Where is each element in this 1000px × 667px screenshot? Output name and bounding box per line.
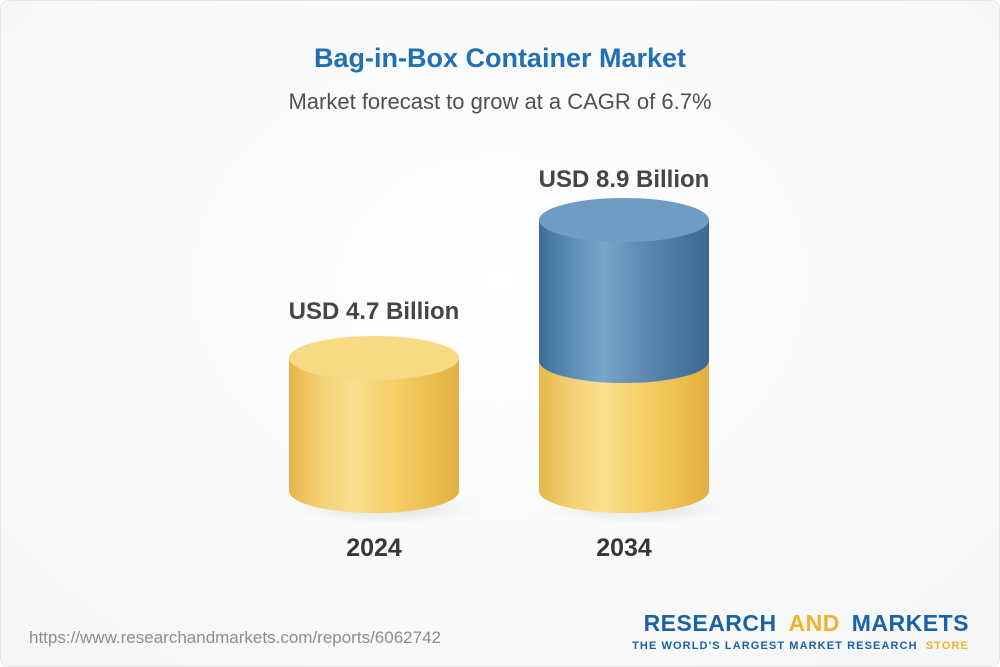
bar-2024-value-label: USD 4.7 Billion xyxy=(288,298,460,325)
bar-2034-category-label: 2034 xyxy=(596,534,652,562)
logo-word-markets: MARKETS xyxy=(851,610,969,636)
bar-2024-top-cap xyxy=(289,336,459,380)
logo-word-research: RESEARCH xyxy=(643,610,777,636)
chart-subtitle: Market forecast to grow at a CAGR of 6.7… xyxy=(288,89,712,114)
bar-2034-top-cap xyxy=(539,198,709,242)
logo-tagline-main: THE WORLD'S LARGEST MARKET RESEARCH xyxy=(632,640,918,652)
bar-2024-cylinder xyxy=(289,336,459,513)
bar-2034-blue-segment xyxy=(539,220,709,361)
logo-wordmark: RESEARCH AND MARKETS xyxy=(632,610,969,637)
bar-2034-cylinder xyxy=(539,198,709,513)
logo-word-and: AND xyxy=(788,610,840,636)
bar-2024-body xyxy=(289,358,459,491)
chart-title: Bag-in-Box Container Market xyxy=(313,43,687,73)
bar-2034-value-label: USD 8.9 Billion xyxy=(538,166,710,193)
research-and-markets-logo: RESEARCH AND MARKETS THE WORLD'S LARGEST… xyxy=(632,610,969,652)
report-url[interactable]: https://www.researchandmarkets.com/repor… xyxy=(29,628,441,647)
logo-tagline: THE WORLD'S LARGEST MARKET RESEARCH STOR… xyxy=(632,640,969,652)
logo-tagline-accent: STORE xyxy=(925,640,969,652)
bar-2024-category-label: 2024 xyxy=(346,534,402,562)
